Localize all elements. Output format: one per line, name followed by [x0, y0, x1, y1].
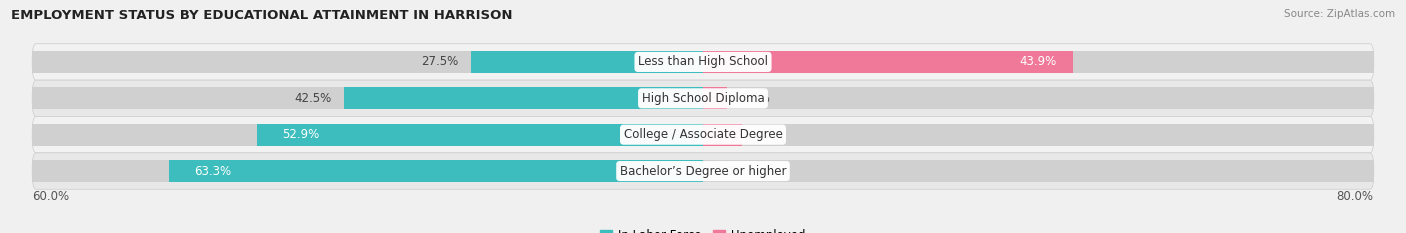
Bar — [32, 51, 703, 73]
Text: 27.5%: 27.5% — [422, 55, 458, 69]
Legend: In Labor Force, Unemployed: In Labor Force, Unemployed — [600, 229, 806, 233]
Text: 43.9%: 43.9% — [1019, 55, 1056, 69]
Bar — [703, 160, 1374, 182]
Bar — [703, 51, 1374, 73]
FancyBboxPatch shape — [32, 44, 1374, 80]
Text: High School Diploma: High School Diploma — [641, 92, 765, 105]
Text: 80.0%: 80.0% — [1337, 190, 1374, 203]
Text: College / Associate Degree: College / Associate Degree — [624, 128, 782, 141]
Text: 0.0%: 0.0% — [716, 164, 745, 178]
FancyBboxPatch shape — [32, 153, 1374, 189]
Text: EMPLOYMENT STATUS BY EDUCATIONAL ATTAINMENT IN HARRISON: EMPLOYMENT STATUS BY EDUCATIONAL ATTAINM… — [11, 9, 513, 22]
Text: 4.6%: 4.6% — [755, 128, 785, 141]
Bar — [32, 160, 703, 182]
Bar — [703, 51, 1073, 73]
Bar — [471, 51, 703, 73]
Text: 42.5%: 42.5% — [295, 92, 332, 105]
Text: Source: ZipAtlas.com: Source: ZipAtlas.com — [1284, 9, 1395, 19]
Bar — [32, 87, 703, 109]
Bar — [32, 124, 703, 146]
Bar — [703, 87, 1374, 109]
Bar — [703, 124, 742, 146]
Bar — [703, 87, 727, 109]
Text: Bachelor’s Degree or higher: Bachelor’s Degree or higher — [620, 164, 786, 178]
Bar — [169, 160, 703, 182]
FancyBboxPatch shape — [32, 80, 1374, 116]
Bar — [344, 87, 703, 109]
FancyBboxPatch shape — [32, 116, 1374, 153]
Text: 63.3%: 63.3% — [194, 164, 232, 178]
Bar — [703, 124, 1374, 146]
Text: Less than High School: Less than High School — [638, 55, 768, 69]
Text: 60.0%: 60.0% — [32, 190, 69, 203]
Text: 2.9%: 2.9% — [740, 92, 770, 105]
Text: 52.9%: 52.9% — [283, 128, 319, 141]
Bar — [257, 124, 703, 146]
